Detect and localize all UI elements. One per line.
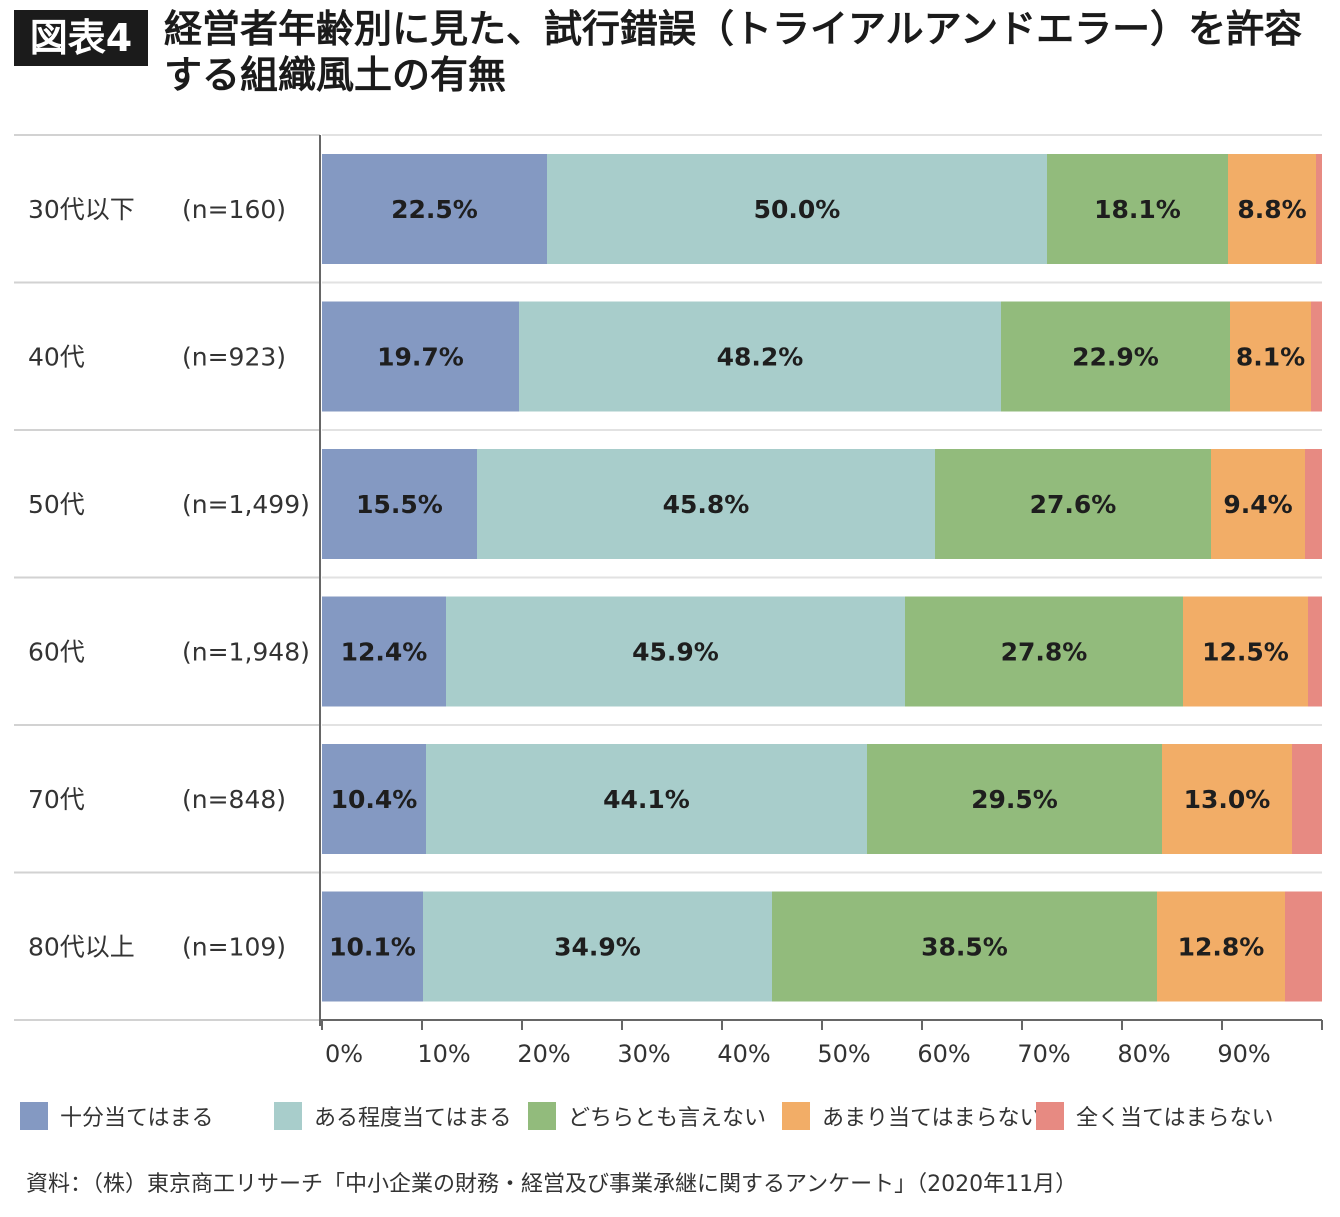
bar-segment bbox=[1316, 154, 1322, 264]
bar-segment bbox=[905, 596, 1183, 707]
legend-item: ある程度当てはまる bbox=[274, 1098, 512, 1134]
chart-legend: 十分当てはまる ある程度当てはまる どちらとも言えない あまり当てはまらない 全く当ては… bbox=[20, 1098, 1330, 1134]
data-label: 12.4% bbox=[341, 638, 428, 667]
legend-label: ある程度当てはまる bbox=[314, 1106, 512, 1131]
bar-segment bbox=[477, 449, 935, 559]
data-label: 15.5% bbox=[356, 490, 443, 519]
legend-label: どちらとも言えない bbox=[568, 1106, 767, 1131]
category-label: 80代以上 bbox=[28, 933, 135, 962]
category-label: 60代 bbox=[28, 638, 85, 667]
sample-size-label: (n=109) bbox=[182, 933, 286, 962]
bar-segment bbox=[1001, 301, 1230, 412]
bar-segment bbox=[1230, 301, 1311, 412]
data-label: 12.8% bbox=[1178, 933, 1265, 962]
x-tick-label: 40% bbox=[717, 1040, 770, 1068]
legend-item: 全く当てはまらない bbox=[1036, 1098, 1274, 1134]
sample-size-label: (n=923) bbox=[182, 343, 286, 372]
data-label: 10.1% bbox=[329, 933, 416, 962]
data-label: 18.1% bbox=[1094, 195, 1181, 224]
bar-segment bbox=[322, 449, 477, 559]
data-label: 22.9% bbox=[1072, 343, 1159, 372]
bar-segment bbox=[867, 744, 1162, 854]
legend-item: 十分当てはまる bbox=[20, 1098, 214, 1134]
bar-segment bbox=[426, 744, 867, 854]
data-label: 34.9% bbox=[554, 933, 641, 962]
category-label: 70代 bbox=[28, 785, 85, 814]
legend-swatch bbox=[782, 1102, 810, 1130]
bar-segment bbox=[322, 891, 423, 1002]
x-tick-label: 10% bbox=[417, 1040, 470, 1068]
stacked-bar-chart: 30代以下 (n=160) 22.5% 50.0% 18.1% 8.8% 40代 (n=923… bbox=[14, 134, 1323, 1068]
data-label: 22.5% bbox=[391, 195, 478, 224]
legend-label: 全く当てはまらない bbox=[1076, 1106, 1274, 1131]
data-label: 45.8% bbox=[663, 490, 750, 519]
bar-segment bbox=[446, 596, 905, 707]
figure-label: 図表4 bbox=[14, 10, 148, 66]
data-label: 45.9% bbox=[632, 638, 719, 667]
data-label: 50.0% bbox=[754, 195, 841, 224]
category-label: 40代 bbox=[28, 343, 85, 372]
data-label: 19.7% bbox=[377, 343, 464, 372]
bar-segment bbox=[1285, 891, 1322, 1002]
data-label: 29.5% bbox=[971, 785, 1058, 814]
bar-segment bbox=[1311, 301, 1322, 412]
data-label: 48.2% bbox=[717, 343, 804, 372]
bar-segment bbox=[322, 596, 446, 707]
x-tick-label: 20% bbox=[517, 1040, 570, 1068]
x-tick-label: 0% bbox=[325, 1040, 363, 1068]
bar-segment bbox=[1308, 596, 1322, 707]
legend-swatch bbox=[20, 1102, 48, 1130]
sample-size-label: (n=848) bbox=[182, 785, 286, 814]
data-label: 8.1% bbox=[1236, 343, 1305, 372]
bar-segment bbox=[423, 891, 772, 1002]
bar-segment bbox=[1047, 154, 1228, 264]
sample-size-label: (n=160) bbox=[182, 195, 286, 224]
data-label: 10.4% bbox=[331, 785, 418, 814]
data-label: 38.5% bbox=[921, 933, 1008, 962]
bar-segment bbox=[322, 301, 519, 412]
data-label: 8.8% bbox=[1237, 195, 1306, 224]
bar-segment bbox=[1162, 744, 1292, 854]
bar-segment bbox=[1211, 449, 1305, 559]
x-tick-label: 90% bbox=[1217, 1040, 1270, 1068]
legend-swatch bbox=[1036, 1102, 1064, 1130]
legend-label: 十分当てはまる bbox=[60, 1106, 214, 1131]
bar-segment bbox=[1183, 596, 1308, 707]
data-label: 13.0% bbox=[1184, 785, 1271, 814]
legend-swatch bbox=[274, 1102, 302, 1130]
bar-segment bbox=[1305, 449, 1322, 559]
data-label: 27.8% bbox=[1001, 638, 1088, 667]
chart-title: 経営者年齢別に見た、試行錯誤（トライアルアンドエラー）を許容する組織風土の有無 bbox=[164, 7, 1303, 97]
legend-label: あまり当てはまらない bbox=[822, 1106, 1042, 1131]
bar-segment bbox=[772, 891, 1157, 1002]
bar-segment bbox=[322, 154, 547, 264]
bar-segment bbox=[1292, 744, 1322, 854]
x-tick-label: 70% bbox=[1017, 1040, 1070, 1068]
bar-segment bbox=[1157, 891, 1285, 1002]
category-label: 50代 bbox=[28, 490, 85, 519]
bar-segment bbox=[935, 449, 1211, 559]
data-label: 9.4% bbox=[1223, 490, 1292, 519]
legend-swatch bbox=[528, 1102, 556, 1130]
x-tick-label: 60% bbox=[917, 1040, 970, 1068]
legend-item: どちらとも言えない bbox=[528, 1098, 766, 1134]
bar-segment bbox=[519, 301, 1001, 412]
data-label: 27.6% bbox=[1030, 490, 1117, 519]
legend-item: あまり当てはまらない bbox=[782, 1098, 1042, 1134]
x-tick-label: 80% bbox=[1117, 1040, 1170, 1068]
x-tick-label: 50% bbox=[817, 1040, 870, 1068]
sample-size-label: (n=1,499) bbox=[182, 490, 310, 519]
bar-segment bbox=[547, 154, 1047, 264]
source-note: 資料：（株）東京商工リサーチ「中小企業の財務・経営及び事業承継に関するアンケート… bbox=[26, 1172, 1078, 1197]
category-label: 30代以下 bbox=[28, 195, 135, 224]
data-label: 12.5% bbox=[1202, 638, 1289, 667]
sample-size-label: (n=1,948) bbox=[182, 638, 310, 667]
bar-segment bbox=[322, 744, 426, 854]
data-label: 44.1% bbox=[603, 785, 690, 814]
bar-segment bbox=[1228, 154, 1316, 264]
x-tick-label: 30% bbox=[617, 1040, 670, 1068]
